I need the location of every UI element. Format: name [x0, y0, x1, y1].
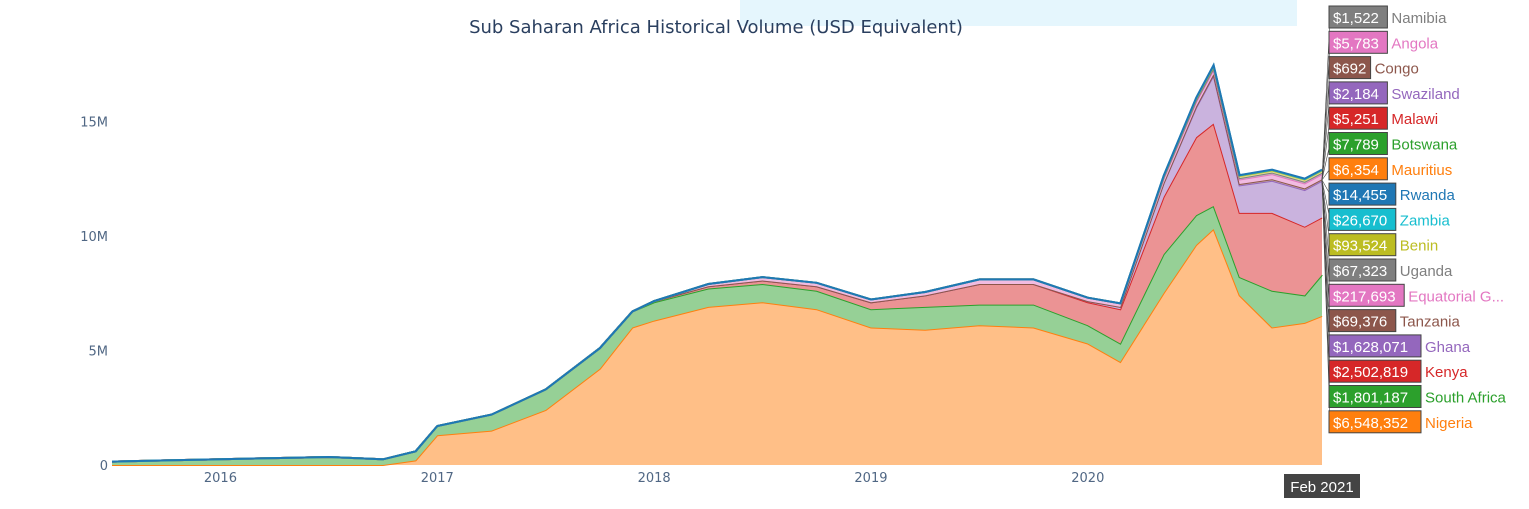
hover-label-name: Rwanda — [1400, 187, 1456, 204]
hover-label-name: Botswana — [1391, 137, 1458, 154]
y-tick-label: 0 — [100, 459, 108, 474]
hover-label-box — [1328, 258, 1397, 282]
hover-label-name: Nigeria — [1425, 415, 1473, 432]
hover-label: $7,789 Botswana — [1321, 132, 1458, 181]
hover-label-value: $26,670 — [1333, 212, 1387, 229]
hover-label-box — [1328, 56, 1372, 80]
hover-label-box — [1328, 132, 1388, 155]
hover-label-value: $1,522 — [1333, 10, 1379, 27]
hover-label-box — [1328, 207, 1397, 231]
hover-label-name: South Africa — [1425, 390, 1507, 407]
hover-label-value: $2,502,819 — [1333, 364, 1408, 381]
hover-label: $6,354 Mauritius — [1321, 157, 1452, 181]
hover-label-value: $67,323 — [1333, 263, 1387, 280]
modebar-backdrop — [740, 0, 1297, 26]
hover-label-value: $6,354 — [1333, 162, 1379, 179]
hover-label: $1,628,071 Ghana — [1321, 179, 1471, 358]
hover-label-value: $69,376 — [1333, 314, 1387, 331]
hover-label-name: Malawi — [1391, 111, 1438, 128]
y-tick-label: 15M — [80, 115, 108, 130]
x-tick-label: 2018 — [638, 471, 671, 486]
hover-label-box — [1328, 81, 1388, 105]
hover-label: $1,801,187 South Africa — [1321, 179, 1507, 408]
hover-label-box — [1328, 30, 1388, 54]
hover-label-name: Namibia — [1391, 10, 1447, 27]
hover-label: $67,323 Uganda — [1321, 179, 1453, 282]
stacked-areas — [111, 62, 1323, 466]
area-kenya — [112, 123, 1322, 462]
hover-label: $1,522 Namibia — [1321, 5, 1447, 181]
y-tick-label: 10M — [80, 230, 108, 245]
x-tick-label: 2016 — [204, 471, 237, 486]
area-south-africa — [112, 206, 1322, 465]
hover-label-connector — [1321, 179, 1331, 422]
hover-label: $69,376 Tanzania — [1321, 179, 1461, 333]
hover-label-name: Benin — [1400, 238, 1438, 255]
hover-label-value: $7,789 — [1333, 137, 1379, 154]
hover-label: $2,502,819 Kenya — [1321, 179, 1468, 383]
hover-label-name: Mauritius — [1391, 162, 1452, 179]
y-axis: 0 5M 10M 15M — [80, 115, 108, 474]
hover-label-name: Congo — [1375, 61, 1419, 78]
x-tick-label: 2020 — [1071, 471, 1104, 486]
hover-label-value: $217,693 — [1333, 288, 1396, 305]
area-ghana — [112, 75, 1322, 462]
hover-x-label: Feb 2021 — [1290, 479, 1353, 496]
hover-label-name: Ghana — [1425, 339, 1471, 356]
hover-label: $692 Congo — [1321, 56, 1419, 181]
hover-label-name: Kenya — [1425, 364, 1468, 381]
x-tick-label: 2017 — [421, 471, 454, 486]
x-tick-label: 2019 — [854, 471, 887, 486]
hover-x-box — [1284, 474, 1360, 498]
hover-label-box — [1328, 233, 1397, 257]
hover-label-value: $93,524 — [1333, 238, 1387, 255]
hover-label-name: Equatorial G... — [1408, 288, 1504, 305]
hover-label-value: $5,783 — [1333, 35, 1379, 52]
hover-label-name: Swaziland — [1391, 86, 1459, 103]
x-axis: 2016 2017 2018 2019 2020 — [204, 471, 1104, 486]
hover-label-box — [1328, 283, 1405, 307]
hover-label: $5,251 Malawi — [1321, 106, 1438, 181]
hover-label-box — [1328, 182, 1397, 206]
hover-label-box — [1328, 5, 1388, 29]
hover-label-box — [1328, 157, 1388, 181]
line-rwanda — [111, 62, 1323, 463]
hover-label-box — [1328, 410, 1422, 434]
area-nigeria — [112, 229, 1322, 465]
hover-label-value: $2,184 — [1333, 86, 1379, 103]
hover-label: $6,548,352 Nigeria — [1321, 179, 1473, 434]
hover-label-value: $14,455 — [1333, 187, 1387, 204]
hover-label-name: Angola — [1391, 35, 1438, 52]
hover-label-value: $5,251 — [1333, 111, 1379, 128]
hover-label: $93,524 Benin — [1321, 179, 1438, 257]
hover-label: $5,783 Angola — [1321, 30, 1439, 181]
hover-label-box — [1328, 106, 1388, 130]
y-tick-label: 5M — [89, 344, 109, 359]
hover-label-name: Zambia — [1400, 212, 1451, 229]
hover-label: $217,693 Equatorial G... — [1321, 179, 1504, 307]
hover-labels: $1,522 Namibia $5,783 Angola $692 Congo $2,184… — [1321, 5, 1507, 434]
hover-label-value: $692 — [1333, 61, 1366, 78]
hover-cursor: Feb 2021 — [1284, 474, 1360, 498]
hover-label-name: Tanzania — [1400, 314, 1461, 331]
hover-label: $14,455 Rwanda — [1321, 179, 1456, 206]
hover-label: $26,670 Zambia — [1321, 179, 1451, 231]
hover-label-value: $1,801,187 — [1333, 390, 1408, 407]
hover-label-value: $1,628,071 — [1333, 339, 1408, 356]
hover-label-name: Uganda — [1400, 263, 1453, 280]
chart-title: Sub Saharan Africa Historical Volume (US… — [469, 17, 963, 38]
hover-label-value: $6,548,352 — [1333, 415, 1408, 432]
